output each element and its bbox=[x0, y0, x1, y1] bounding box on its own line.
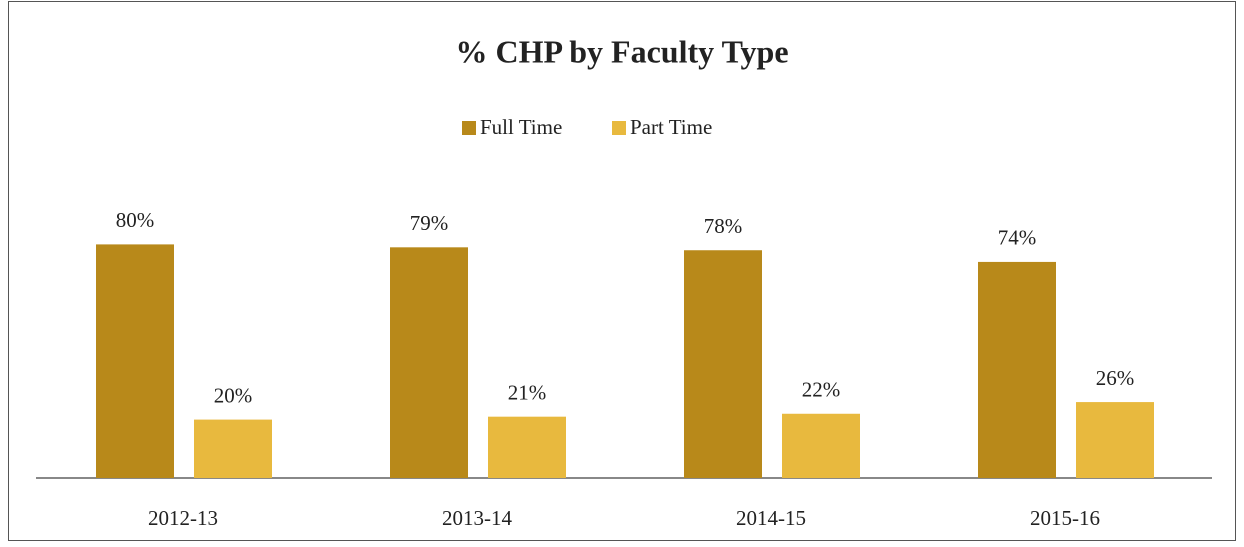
chart-title: % CHP by Faculty Type bbox=[455, 33, 788, 69]
data-label: 80% bbox=[116, 208, 155, 232]
data-label: 21% bbox=[508, 380, 547, 404]
x-tick-label: 2013-14 bbox=[442, 506, 512, 530]
legend-label: Full Time bbox=[480, 115, 562, 139]
bar bbox=[782, 413, 860, 478]
x-tick-label: 2014-15 bbox=[736, 506, 806, 530]
legend-swatch bbox=[462, 121, 476, 135]
data-label: 22% bbox=[802, 378, 841, 402]
x-tick-label: 2015-16 bbox=[1030, 506, 1100, 530]
legend-swatch bbox=[612, 121, 626, 135]
bar bbox=[978, 261, 1056, 478]
bar bbox=[96, 244, 174, 478]
bar bbox=[684, 250, 762, 478]
legend-label: Part Time bbox=[630, 115, 712, 139]
bar bbox=[488, 416, 566, 478]
bar bbox=[1076, 402, 1154, 478]
data-label: 20% bbox=[214, 383, 253, 407]
x-tick-label: 2012-13 bbox=[148, 506, 218, 530]
data-label: 74% bbox=[998, 226, 1037, 250]
data-label: 79% bbox=[410, 211, 449, 235]
data-label: 78% bbox=[704, 214, 743, 238]
bar bbox=[390, 247, 468, 478]
data-label: 26% bbox=[1096, 366, 1135, 390]
bar bbox=[194, 419, 272, 478]
